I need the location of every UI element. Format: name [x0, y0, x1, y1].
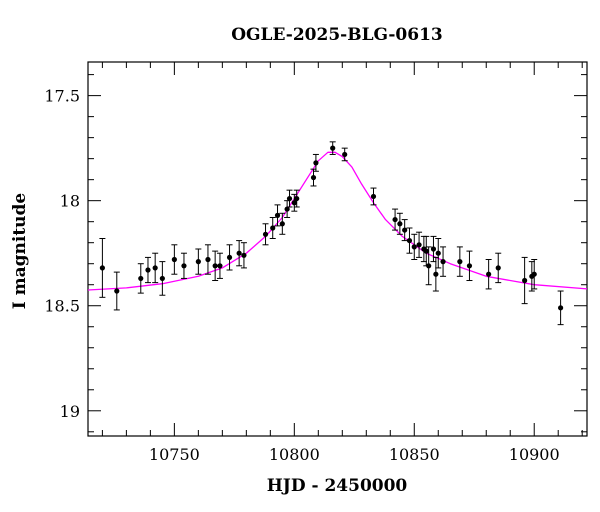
- data-point: [313, 160, 319, 166]
- data-point: [342, 151, 348, 158]
- data-point: [392, 216, 398, 223]
- data-point: [531, 271, 537, 277]
- data-point: [457, 259, 463, 265]
- x-tick-label: 10800: [269, 445, 320, 464]
- plot-area: 10750 10800 10850 10900 17.5 18 18.5 19: [44, 61, 588, 464]
- data-point: [435, 250, 441, 256]
- data-point: [370, 193, 377, 200]
- data-point: [262, 231, 269, 237]
- data-point: [152, 265, 158, 271]
- data-point: [159, 275, 165, 282]
- y-tick-label: 18.5: [44, 297, 80, 316]
- data-point: [423, 248, 429, 254]
- data-point: [279, 221, 285, 227]
- data-point: [217, 263, 223, 269]
- data-point: [286, 195, 293, 202]
- y-tick-label: 18: [60, 192, 80, 211]
- data-point: [236, 250, 242, 256]
- x-tick-label: 10900: [509, 445, 560, 464]
- data-point: [433, 271, 439, 277]
- data-point: [212, 263, 218, 269]
- data-point: [226, 254, 233, 261]
- data-point: [294, 195, 300, 202]
- x-tick-label: 10750: [149, 445, 200, 464]
- data-point: [205, 256, 211, 263]
- data-point: [402, 227, 408, 233]
- plot-frame: [87, 61, 588, 437]
- data-point: [270, 225, 276, 231]
- data-point: [486, 271, 492, 277]
- y-tick-label: 17.5: [44, 87, 80, 106]
- data-point: [171, 256, 177, 263]
- chart-title: OGLE-2025-BLG-0613: [231, 25, 443, 45]
- y-axis-label: I magnitude: [10, 193, 30, 310]
- data-point: [522, 277, 528, 284]
- data-point: [138, 275, 144, 282]
- data-point: [397, 221, 403, 227]
- y-tick-label: 19: [60, 402, 80, 421]
- data-point: [284, 206, 290, 212]
- data-point: [495, 265, 501, 271]
- x-axis-label: HJD - 2450000: [267, 476, 408, 496]
- data-point: [411, 244, 417, 250]
- data-point: [440, 259, 446, 265]
- data-point: [274, 212, 281, 218]
- data-point: [310, 174, 317, 181]
- data-point: [416, 242, 422, 248]
- data-point: [406, 237, 413, 244]
- data-point: [195, 259, 201, 265]
- x-tick-label: 10850: [389, 445, 440, 464]
- data-point: [291, 200, 297, 206]
- data-point: [145, 267, 151, 273]
- model-curve: [87, 151, 588, 291]
- data-point: [426, 263, 432, 269]
- data-point: [181, 263, 187, 269]
- data-point: [241, 252, 247, 258]
- data-point: [466, 263, 473, 269]
- data-point: [430, 246, 437, 252]
- data-point: [330, 145, 336, 151]
- data-point: [99, 265, 105, 271]
- data-point: [114, 288, 120, 294]
- data-point: [558, 305, 564, 311]
